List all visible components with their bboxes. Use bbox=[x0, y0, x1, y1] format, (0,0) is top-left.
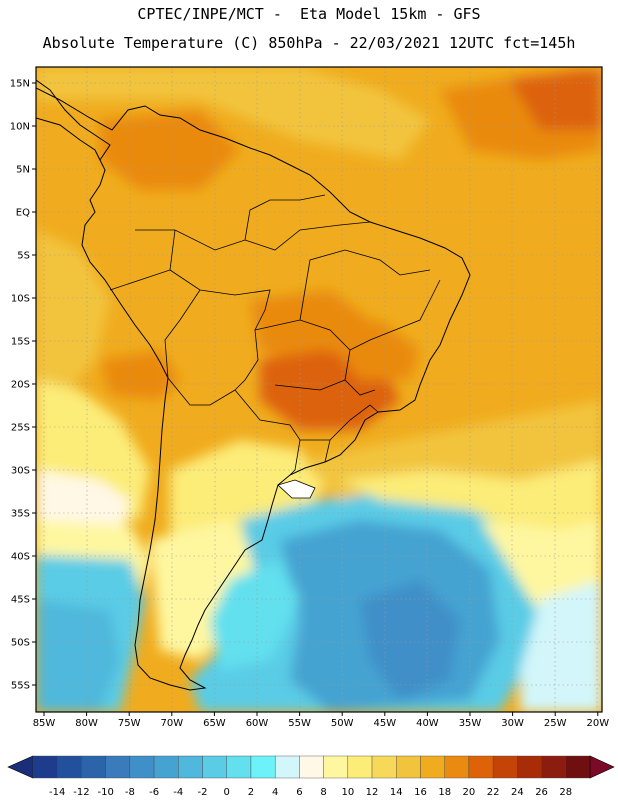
colorbar-swatch bbox=[492, 755, 518, 779]
lat-label: 45S bbox=[11, 595, 30, 606]
colorbar-swatch bbox=[81, 755, 106, 779]
colorbar-swatch bbox=[347, 755, 373, 779]
colorbar-tick-label: 26 bbox=[535, 787, 548, 798]
colorbar-swatch bbox=[105, 755, 131, 779]
coastline bbox=[36, 87, 471, 691]
colorbar-tick-label: -6 bbox=[149, 787, 159, 798]
colorbar: -14 -12 -10 -8 -6 -4 -2 0 2 4 6 8 10 12 14 16 18 20 22 24 26… bbox=[7, 755, 615, 798]
rio-de-la-plata bbox=[277, 479, 316, 499]
lon-label: 50W bbox=[331, 718, 354, 729]
lat-label: 5S bbox=[17, 251, 30, 262]
lon-label: 30W bbox=[501, 718, 524, 729]
lat-label: 35S bbox=[11, 509, 30, 520]
temperature-field bbox=[36, 67, 602, 712]
colorbar-swatch bbox=[129, 755, 155, 779]
lat-label: 10N bbox=[10, 122, 30, 133]
lon-label: 80W bbox=[75, 718, 98, 729]
colorbar-swatch bbox=[32, 755, 58, 779]
lon-label: 55W bbox=[288, 718, 311, 729]
lon-label: 25W bbox=[544, 718, 567, 729]
chart-title: CPTEC/INPE/MCT - Eta Model 15km - GFS bbox=[137, 5, 481, 23]
colorbar-tick-label: 24 bbox=[511, 787, 524, 798]
colorbar-tick-label: 0 bbox=[224, 787, 230, 798]
lon-label: 20W bbox=[586, 718, 609, 729]
colorbar-swatch bbox=[153, 755, 179, 779]
colorbar-swatch bbox=[396, 755, 421, 779]
colorbar-swatch bbox=[226, 755, 252, 779]
colorbar-tick-label: 16 bbox=[414, 787, 427, 798]
colorbar-tick-label: 18 bbox=[438, 787, 451, 798]
lon-label: 75W bbox=[118, 718, 141, 729]
lon-label: 40W bbox=[416, 718, 439, 729]
colorbar-swatch bbox=[468, 755, 494, 779]
colorbar-tick-label: 22 bbox=[487, 787, 500, 798]
lat-label: 20S bbox=[11, 380, 30, 391]
chart-subtitle: Absolute Temperature (C) 850hPa - 22/03/… bbox=[42, 34, 576, 52]
colorbar-swatch bbox=[178, 755, 203, 779]
lat-label: 30S bbox=[11, 466, 30, 477]
colorbar-tick-label: 12 bbox=[366, 787, 379, 798]
colorbar-swatch bbox=[299, 755, 324, 779]
colorbar-tick-label: -8 bbox=[125, 787, 135, 798]
colorbar-swatch bbox=[323, 755, 349, 779]
lon-label: 45W bbox=[373, 718, 396, 729]
lon-label: 70W bbox=[160, 718, 183, 729]
colorbar-tick-label: 28 bbox=[559, 787, 572, 798]
colorbar-swatch bbox=[420, 755, 445, 779]
colorbar-swatch bbox=[57, 755, 82, 779]
lon-label: 35W bbox=[459, 718, 482, 729]
lat-label: 55S bbox=[11, 681, 30, 692]
longitude-labels: 85W 80W 75W 70W 65W 60W 55W 50W 45W 40W 35W 30W 25W 2… bbox=[33, 712, 609, 729]
colorbar-tick-label: 4 bbox=[272, 787, 278, 798]
colorbar-tick-label: 14 bbox=[390, 787, 403, 798]
lat-label: 25S bbox=[11, 423, 30, 434]
colorbar-swatch bbox=[444, 755, 470, 779]
colorbar-swatch bbox=[202, 755, 227, 779]
colorbar-tick-label: -12 bbox=[73, 787, 89, 798]
colorbar-tick-label: 10 bbox=[341, 787, 354, 798]
lat-label: 5N bbox=[16, 165, 30, 176]
lat-label: EQ bbox=[16, 208, 30, 219]
map-frame bbox=[35, 66, 603, 713]
lon-label: 65W bbox=[203, 718, 226, 729]
lat-label: 40S bbox=[11, 552, 30, 563]
lat-label: 50S bbox=[11, 638, 30, 649]
colorbar-tick-label: 20 bbox=[463, 787, 476, 798]
colorbar-swatch bbox=[517, 755, 542, 779]
colorbar-tick-label: -2 bbox=[198, 787, 208, 798]
colorbar-arrow-right bbox=[589, 755, 615, 779]
country-borders bbox=[109, 194, 441, 476]
lon-label: 85W bbox=[33, 718, 56, 729]
colorbar-tick-label: 6 bbox=[296, 787, 302, 798]
lat-label: 15N bbox=[10, 79, 30, 90]
colorbar-swatch bbox=[274, 755, 300, 779]
lat-label: 10S bbox=[11, 294, 30, 305]
lon-label: 60W bbox=[246, 718, 269, 729]
lat-label: 15S bbox=[11, 337, 30, 348]
central-america-coast bbox=[36, 79, 111, 161]
colorbar-swatch bbox=[565, 755, 591, 779]
colorbar-tick-label: 8 bbox=[320, 787, 326, 798]
colorbar-swatch bbox=[541, 755, 566, 779]
colorbar-arrow-left bbox=[7, 755, 34, 779]
colorbar-swatch bbox=[371, 755, 397, 779]
colorbar-tick-label: 2 bbox=[248, 787, 254, 798]
colorbar-tick-label: -10 bbox=[97, 787, 113, 798]
colorbar-swatch bbox=[250, 755, 276, 779]
colorbar-tick-label: -14 bbox=[49, 787, 65, 798]
colorbar-tick-label: -4 bbox=[173, 787, 183, 798]
latitude-labels: 15N 10N 5N EQ 5S 10S 15S 20S 25S 30S 35S 40S 45S 50S 5… bbox=[10, 79, 36, 692]
